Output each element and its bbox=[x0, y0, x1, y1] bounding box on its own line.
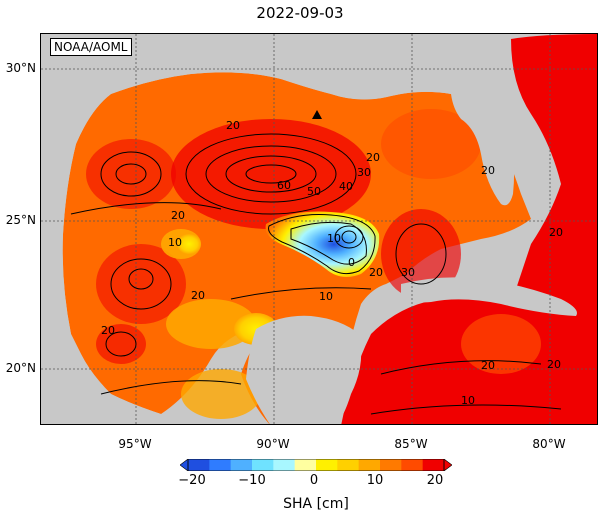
lat-label-30n: 30°N bbox=[5, 61, 36, 75]
lat-label-20n: 20°N bbox=[5, 361, 36, 375]
colorbar-tick: 0 bbox=[309, 473, 319, 488]
contour-label: 60 bbox=[277, 179, 291, 192]
contour-label: 10 bbox=[327, 232, 341, 245]
colorbar-tick: 20 bbox=[426, 473, 444, 488]
colorbar-cell bbox=[209, 459, 232, 471]
high-anomaly-northeast bbox=[381, 109, 481, 179]
us-gulf-coast bbox=[111, 34, 511, 100]
high-anomaly-north bbox=[171, 119, 371, 229]
colorbar-max-arrow bbox=[443, 459, 452, 471]
orange-patch-south bbox=[181, 369, 261, 419]
colorbar-cell bbox=[358, 459, 381, 471]
contour-label: 20 bbox=[101, 324, 115, 337]
colorbar-min-arrow bbox=[180, 459, 189, 471]
colorbar-cell bbox=[337, 459, 360, 471]
colorbar-frame bbox=[187, 459, 445, 471]
colorbar-title: SHA [cm] bbox=[283, 496, 349, 512]
contour-label: 30 bbox=[401, 266, 415, 279]
contour-label: 20 bbox=[549, 226, 563, 239]
contour-label: 10 bbox=[168, 236, 182, 249]
caribbean-orange bbox=[461, 314, 541, 374]
sea-height-map: 20 20 20 30 40 50 60 10 0 10 20 20 30 10… bbox=[41, 34, 597, 424]
contour-label: 20 bbox=[547, 358, 561, 371]
map-title: 2022-09-03 bbox=[256, 4, 344, 22]
contour-label: 30 bbox=[357, 166, 371, 179]
contour-label: 20 bbox=[226, 119, 240, 132]
map-panel: 20 20 20 30 40 50 60 10 0 10 20 20 30 10… bbox=[40, 33, 598, 425]
colorbar-tick: −20 bbox=[178, 473, 206, 488]
lon-label-85w: 85°W bbox=[394, 437, 428, 451]
colorbar-tick: −10 bbox=[238, 473, 266, 488]
colorbar-cell bbox=[294, 459, 317, 471]
contour-label: 10 bbox=[461, 394, 475, 407]
colorbar-cell bbox=[188, 459, 210, 471]
orange-patch-campeche bbox=[166, 299, 256, 349]
triangle-marker-icon bbox=[312, 110, 322, 119]
graticule bbox=[41, 34, 597, 424]
colorbar-cell bbox=[422, 459, 445, 471]
lon-label-80w: 80°W bbox=[532, 437, 566, 451]
contour-label: 10 bbox=[319, 290, 333, 303]
contours bbox=[70, 133, 562, 415]
colorbar-cell bbox=[252, 459, 274, 471]
colorbar-cell bbox=[401, 459, 424, 471]
lon-label-95w: 95°W bbox=[118, 437, 152, 451]
high-anomaly-bay bbox=[96, 324, 146, 364]
high-anomaly-west bbox=[86, 139, 176, 209]
contour-label: 20 bbox=[366, 151, 380, 164]
contour-label: 20 bbox=[369, 266, 383, 279]
contour-label: 0 bbox=[348, 256, 355, 269]
yellow-patch-west bbox=[177, 234, 201, 254]
contour-label: 20 bbox=[191, 289, 205, 302]
mexico-coast bbox=[41, 34, 170, 424]
contour-label: 50 bbox=[307, 185, 321, 198]
contour-label: 20 bbox=[481, 359, 495, 372]
colorbar bbox=[180, 459, 452, 471]
contour-labels: 20 20 20 30 40 50 60 10 0 10 20 20 30 10… bbox=[101, 119, 563, 407]
cuba bbox=[401, 277, 577, 316]
contour-label: 40 bbox=[339, 180, 353, 193]
colorbar-tick: 10 bbox=[366, 473, 384, 488]
high-anomaly-southwest bbox=[96, 244, 186, 324]
contour-label: 20 bbox=[481, 164, 495, 177]
florida bbox=[451, 87, 515, 206]
colorbar-cell bbox=[230, 459, 253, 471]
credit-label: NOAA/AOML bbox=[50, 38, 132, 56]
colorbar-cell bbox=[316, 459, 338, 471]
lat-label-25n: 25°N bbox=[5, 213, 36, 227]
high-anomaly-east bbox=[381, 209, 461, 299]
yucatan bbox=[246, 315, 362, 424]
colorbar-cell bbox=[273, 459, 296, 471]
contour-label: 20 bbox=[171, 209, 185, 222]
lon-label-90w: 90°W bbox=[256, 437, 290, 451]
colorbar-cell bbox=[380, 459, 402, 471]
